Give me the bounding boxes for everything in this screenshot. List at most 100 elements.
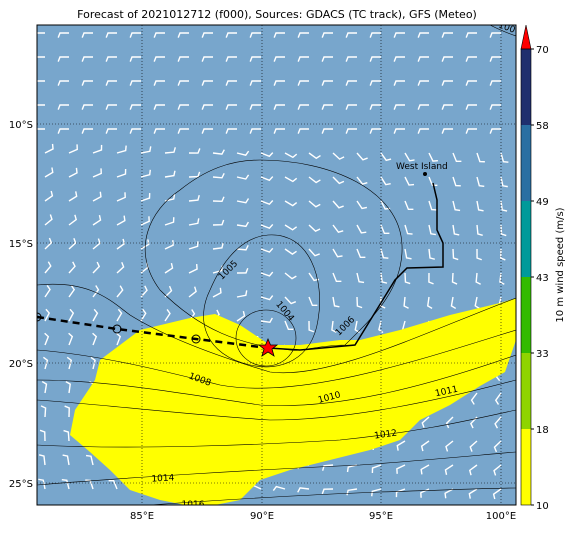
wind-barb — [92, 144, 103, 154]
wind-barb — [129, 56, 141, 62]
wind-barb — [236, 221, 250, 228]
wind-barb — [356, 272, 365, 284]
wind-barb — [44, 237, 53, 250]
wind-barb — [332, 248, 343, 258]
wind-barb — [116, 261, 125, 274]
wind-barb — [428, 272, 434, 285]
wind-barb — [105, 56, 117, 62]
wind-barb — [260, 247, 274, 253]
wind-barb — [452, 248, 459, 261]
wind-barb — [345, 128, 357, 134]
place-label: West Island — [396, 162, 448, 172]
wind-barb — [499, 272, 505, 285]
wind-barb — [393, 104, 405, 110]
colorbar-tick-label: 49 — [536, 197, 549, 208]
wind-barb — [177, 80, 189, 86]
wind-barb — [321, 32, 333, 38]
wind-barb — [465, 32, 477, 38]
wind-barb — [105, 104, 117, 110]
wind-barb — [474, 296, 480, 310]
wind-barb — [489, 104, 501, 110]
wind-barb — [92, 285, 100, 298]
lat-label: 20°S — [9, 359, 33, 370]
wind-barb — [321, 464, 334, 471]
wind-barb — [140, 193, 151, 202]
wind-barb — [452, 152, 462, 163]
wind-barb — [140, 239, 150, 250]
wind-barb — [417, 104, 429, 110]
wind-barb — [445, 416, 454, 429]
wind-barb — [249, 104, 261, 110]
wind-barb — [37, 80, 45, 82]
wind-barb — [57, 104, 69, 110]
wind-barb — [332, 176, 345, 185]
wind-barb — [465, 104, 477, 110]
track-point — [191, 334, 201, 344]
wind-barb — [380, 176, 391, 186]
wind-barb — [68, 191, 78, 202]
wind-barb — [500, 152, 509, 163]
wind-barb — [273, 32, 285, 38]
wind-barb — [225, 128, 237, 134]
wind-barb — [177, 32, 189, 38]
wind-barb — [417, 56, 429, 62]
wind-barb — [63, 429, 70, 442]
wind-barb — [345, 104, 357, 110]
wind-barb — [396, 464, 406, 474]
colorbar-tick-label: 43 — [536, 273, 549, 284]
wind-barb — [404, 176, 415, 186]
wind-barb — [260, 295, 274, 301]
forecast-track — [37, 315, 269, 350]
wind-barb — [68, 144, 78, 154]
wind-barb — [451, 272, 458, 285]
wind-barb — [68, 238, 77, 250]
wind-barb — [164, 193, 176, 202]
wind-barb — [489, 32, 501, 38]
wind-barb — [212, 196, 225, 203]
high-wind-area — [70, 298, 516, 505]
wind-barb — [468, 488, 478, 499]
wind-barb — [369, 104, 381, 110]
wind-barb — [164, 240, 174, 250]
wind-barb — [92, 332, 98, 346]
wind-barb — [105, 32, 117, 38]
wind-barb — [284, 224, 298, 231]
wind-barb — [41, 380, 48, 394]
wind-barb — [297, 128, 309, 134]
wind-barb — [470, 392, 478, 405]
wind-barb — [129, 128, 141, 134]
colorbar-segment — [521, 277, 531, 353]
wind-barb — [284, 296, 297, 305]
wind-barb — [92, 308, 99, 322]
wind-barb — [236, 150, 250, 156]
wind-barb — [308, 200, 321, 208]
wind-barb — [129, 80, 141, 86]
wind-barb — [140, 308, 147, 322]
wind-barb — [64, 405, 70, 418]
wind-barb — [90, 356, 96, 370]
wind-barb — [284, 272, 297, 280]
lon-label: 95°E — [369, 511, 393, 522]
wind-barb — [85, 479, 94, 490]
wind-barb — [332, 152, 345, 160]
track-point — [37, 312, 42, 322]
wind-barb — [284, 320, 294, 331]
wind-barb — [494, 416, 502, 429]
wind-barb — [236, 310, 246, 322]
wind-barb — [212, 149, 225, 155]
wind-barb — [494, 392, 502, 405]
wind-barb — [236, 290, 248, 298]
wind-barb — [249, 128, 261, 134]
wind-barb — [153, 32, 165, 38]
wind-barb — [39, 429, 46, 442]
wind-barb — [37, 104, 45, 106]
colorbar-segment — [521, 353, 531, 429]
wind-barb — [68, 308, 75, 322]
wind-barb — [44, 308, 51, 322]
lon-label: 100°E — [486, 511, 516, 522]
wind-barb — [452, 200, 461, 212]
wind-barb — [164, 262, 174, 274]
wind-barb — [297, 104, 309, 110]
wind-barb — [371, 464, 382, 474]
